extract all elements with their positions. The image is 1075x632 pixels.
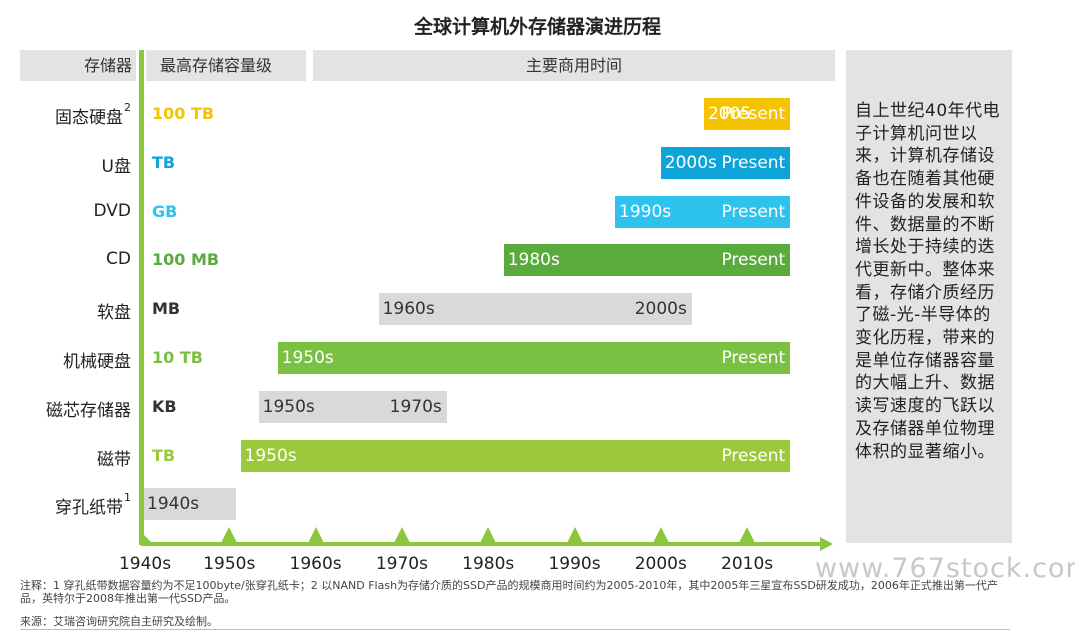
header-capacity: 最高存储容量级: [146, 50, 306, 81]
bar-end-label: Present: [721, 152, 786, 173]
row-label-text: DVD: [93, 200, 131, 221]
row-label: 穿孔纸带1: [0, 491, 131, 519]
timeline-bar: 1950s Present: [277, 342, 791, 374]
footnote-marker: 1: [124, 491, 131, 505]
capacity-label: TB: [152, 445, 176, 465]
timeline-bar: 1990s Present: [615, 195, 791, 228]
x-tick-label: 1940s: [118, 554, 172, 574]
chart-title: 全球计算机外存储器演进历程: [413, 16, 661, 38]
side-text: 自上世纪40年代电子计算机问世以来，计算机存储设备也在随着其他硬件设备的发展和软…: [855, 101, 1001, 462]
timeline-bar: 2005 Present: [703, 98, 791, 130]
capacity-label: GB: [152, 201, 178, 221]
axis-tick: [652, 527, 669, 543]
timeline-bar: 1950s 1970s: [258, 390, 447, 423]
bar-end-label: Present: [721, 250, 786, 271]
row-label: 软盘: [0, 298, 131, 323]
row-label-text: 固态硬盘: [55, 108, 123, 128]
row-label-text: U盘: [101, 156, 131, 177]
row-label-text: 机械硬盘: [63, 352, 131, 372]
capacity-label: TB: [152, 152, 176, 172]
row-label-text: 磁芯存储器: [46, 400, 131, 421]
row-label: 磁带: [0, 445, 131, 470]
bar-end-label: Present: [721, 201, 786, 222]
axis-tick: [307, 527, 324, 543]
x-tick-label: 1960s: [289, 554, 342, 574]
x-tick-label: 1970s: [375, 554, 428, 574]
bar-end-label: Present: [721, 445, 786, 466]
row-label-text: 软盘: [97, 303, 131, 324]
axis-corner: [139, 530, 153, 544]
footnote-marker: 2: [124, 101, 131, 114]
bar-start-label: 1940s: [147, 494, 200, 515]
x-tick-label: 1950s: [203, 554, 256, 574]
bar-start-label: 2005: [707, 104, 752, 124]
x-tick-label: 2000s: [634, 554, 687, 574]
timeline-bar: 1980s Present: [503, 244, 791, 277]
row-label: 机械硬盘: [0, 347, 131, 372]
capacity-label: 100 TB: [152, 104, 215, 123]
header-period-label: 主要商用时间: [525, 56, 622, 75]
axis-tick: [480, 527, 497, 543]
bar-start-label: 1980s: [507, 250, 560, 271]
capacity-label: MB: [152, 299, 181, 319]
watermark: www.767stock.com: [815, 553, 1075, 584]
row-label: 固态硬盘2: [0, 101, 131, 128]
footnote: 注释：1 穿孔纸带数据容量约为不足100byte/张穿孔纸卡；2 以NAND F…: [20, 579, 998, 605]
bar-end-label: 2000s: [634, 299, 687, 320]
header-storage: 存储器: [20, 50, 136, 81]
x-tick-label: 1990s: [548, 554, 601, 574]
header-capacity-label: 最高存储容量级: [160, 56, 273, 75]
horizontal-axis: [141, 542, 821, 546]
source-note: 来源：艾瑞咨询研究院自主研究及绘制。: [20, 615, 218, 628]
capacity-label: 10 TB: [152, 348, 203, 367]
bar-start-label: 2000s: [664, 152, 717, 173]
axis-tick: [739, 527, 756, 543]
capacity-label: 100 MB: [152, 250, 220, 270]
row-label: U盘: [0, 152, 131, 177]
header-storage-label: 存储器: [83, 56, 132, 75]
bar-start-label: 1990s: [619, 201, 672, 222]
timeline-bar: 1960s 2000s: [378, 293, 692, 326]
vertical-axis: [139, 50, 144, 545]
bottom-divider: [20, 629, 1010, 630]
bar-start-label: 1950s: [244, 445, 297, 466]
timeline-bar: 1940s: [143, 488, 237, 521]
header-period: 主要商用时间: [313, 50, 835, 81]
timeline-bar: 2000s Present: [660, 146, 791, 179]
row-label-text: 磁带: [97, 449, 131, 470]
row-label: CD: [0, 249, 131, 269]
axis-arrow-icon: [820, 537, 833, 551]
side-panel: [846, 50, 1012, 543]
timeline-bar: 1950s Present: [240, 439, 791, 472]
bar-end-label: Present: [721, 104, 786, 124]
bar-start-label: 1960s: [382, 299, 435, 320]
x-tick-label: 1980s: [462, 554, 515, 574]
axis-tick: [221, 527, 238, 543]
bar-end-label: Present: [721, 348, 786, 368]
bar-start-label: 1950s: [281, 348, 334, 368]
capacity-label: KB: [152, 396, 177, 416]
row-label: DVD: [0, 201, 131, 221]
bar-end-label: 1970s: [389, 396, 442, 417]
row-label-text: 穿孔纸带: [55, 498, 123, 519]
row-label-text: CD: [106, 249, 131, 270]
bar-start-label: 1950s: [262, 396, 315, 417]
row-label: 磁芯存储器: [0, 396, 131, 421]
axis-tick: [566, 527, 583, 543]
x-tick-label: 2010s: [721, 554, 774, 574]
axis-tick: [393, 527, 410, 543]
